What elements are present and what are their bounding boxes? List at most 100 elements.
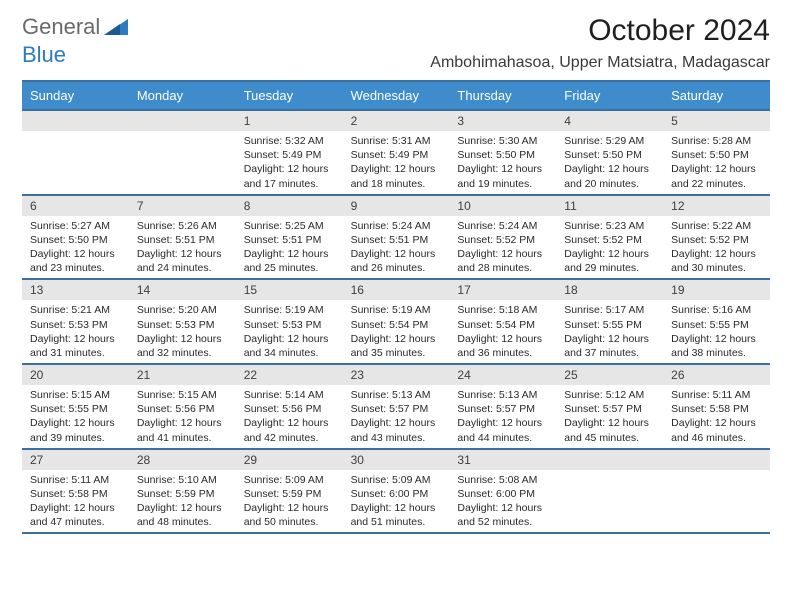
dayname: Friday <box>556 82 663 109</box>
day-number: 22 <box>236 365 343 385</box>
day-number: 2 <box>343 111 450 131</box>
day-number: 14 <box>129 280 236 300</box>
calendar-cell: 11Sunrise: 5:23 AMSunset: 5:52 PMDayligh… <box>556 196 663 279</box>
daylight-line: Daylight: 12 hours and 38 minutes. <box>671 332 762 360</box>
calendar-cell: 10Sunrise: 5:24 AMSunset: 5:52 PMDayligh… <box>449 196 556 279</box>
page-header: General October 2024 Ambohimahasoa, Uppe… <box>22 14 770 72</box>
calendar-cell <box>22 111 129 194</box>
daylight-line: Daylight: 12 hours and 19 minutes. <box>457 162 548 190</box>
daylight-line: Daylight: 12 hours and 31 minutes. <box>30 332 121 360</box>
sunrise-line: Sunrise: 5:18 AM <box>457 303 548 317</box>
daylight-line: Daylight: 12 hours and 30 minutes. <box>671 247 762 275</box>
calendar-cell: 30Sunrise: 5:09 AMSunset: 6:00 PMDayligh… <box>343 450 450 533</box>
daylight-line: Daylight: 12 hours and 44 minutes. <box>457 416 548 444</box>
day-details: Sunrise: 5:15 AMSunset: 5:56 PMDaylight:… <box>129 385 236 448</box>
dayname: Saturday <box>663 82 770 109</box>
day-number: 29 <box>236 450 343 470</box>
calendar-cell: 31Sunrise: 5:08 AMSunset: 6:00 PMDayligh… <box>449 450 556 533</box>
day-details: Sunrise: 5:20 AMSunset: 5:53 PMDaylight:… <box>129 300 236 363</box>
day-details: Sunrise: 5:24 AMSunset: 5:52 PMDaylight:… <box>449 216 556 279</box>
day-details: Sunrise: 5:21 AMSunset: 5:53 PMDaylight:… <box>22 300 129 363</box>
sunrise-line: Sunrise: 5:09 AM <box>244 473 335 487</box>
day-number <box>556 450 663 470</box>
calendar-cell: 7Sunrise: 5:26 AMSunset: 5:51 PMDaylight… <box>129 196 236 279</box>
calendar-cell: 13Sunrise: 5:21 AMSunset: 5:53 PMDayligh… <box>22 280 129 363</box>
calendar-cell: 4Sunrise: 5:29 AMSunset: 5:50 PMDaylight… <box>556 111 663 194</box>
calendar-cell: 21Sunrise: 5:15 AMSunset: 5:56 PMDayligh… <box>129 365 236 448</box>
calendar-cell <box>663 450 770 533</box>
sunrise-line: Sunrise: 5:13 AM <box>351 388 442 402</box>
sunrise-line: Sunrise: 5:19 AM <box>351 303 442 317</box>
day-number: 4 <box>556 111 663 131</box>
sunrise-line: Sunrise: 5:26 AM <box>137 219 228 233</box>
calendar-cell: 8Sunrise: 5:25 AMSunset: 5:51 PMDaylight… <box>236 196 343 279</box>
page-subtitle: Ambohimahasoa, Upper Matsiatra, Madagasc… <box>430 54 770 72</box>
sunset-line: Sunset: 5:55 PM <box>671 318 762 332</box>
day-details: Sunrise: 5:27 AMSunset: 5:50 PMDaylight:… <box>22 216 129 279</box>
daylight-line: Daylight: 12 hours and 51 minutes. <box>351 501 442 529</box>
daylight-line: Daylight: 12 hours and 25 minutes. <box>244 247 335 275</box>
day-details: Sunrise: 5:17 AMSunset: 5:55 PMDaylight:… <box>556 300 663 363</box>
day-details: Sunrise: 5:25 AMSunset: 5:51 PMDaylight:… <box>236 216 343 279</box>
sunrise-line: Sunrise: 5:15 AM <box>137 388 228 402</box>
calendar-cell: 3Sunrise: 5:30 AMSunset: 5:50 PMDaylight… <box>449 111 556 194</box>
calendar-cell: 17Sunrise: 5:18 AMSunset: 5:54 PMDayligh… <box>449 280 556 363</box>
sunset-line: Sunset: 5:49 PM <box>351 148 442 162</box>
day-number: 21 <box>129 365 236 385</box>
day-number: 28 <box>129 450 236 470</box>
sunrise-line: Sunrise: 5:19 AM <box>244 303 335 317</box>
calendar-cell <box>556 450 663 533</box>
daylight-line: Daylight: 12 hours and 50 minutes. <box>244 501 335 529</box>
day-number: 18 <box>556 280 663 300</box>
calendar-cell: 22Sunrise: 5:14 AMSunset: 5:56 PMDayligh… <box>236 365 343 448</box>
sunset-line: Sunset: 5:50 PM <box>30 233 121 247</box>
day-number <box>129 111 236 131</box>
sunrise-line: Sunrise: 5:25 AM <box>244 219 335 233</box>
day-number: 17 <box>449 280 556 300</box>
daylight-line: Daylight: 12 hours and 28 minutes. <box>457 247 548 275</box>
sunset-line: Sunset: 5:55 PM <box>30 402 121 416</box>
sunrise-line: Sunrise: 5:20 AM <box>137 303 228 317</box>
day-details: Sunrise: 5:09 AMSunset: 6:00 PMDaylight:… <box>343 470 450 533</box>
day-number: 31 <box>449 450 556 470</box>
sunset-line: Sunset: 5:51 PM <box>351 233 442 247</box>
day-number: 15 <box>236 280 343 300</box>
daylight-line: Daylight: 12 hours and 32 minutes. <box>137 332 228 360</box>
calendar-cell: 1Sunrise: 5:32 AMSunset: 5:49 PMDaylight… <box>236 111 343 194</box>
daylight-line: Daylight: 12 hours and 48 minutes. <box>137 501 228 529</box>
sunset-line: Sunset: 5:56 PM <box>244 402 335 416</box>
dayname: Sunday <box>22 82 129 109</box>
calendar-cell: 15Sunrise: 5:19 AMSunset: 5:53 PMDayligh… <box>236 280 343 363</box>
calendar-cell: 12Sunrise: 5:22 AMSunset: 5:52 PMDayligh… <box>663 196 770 279</box>
sunrise-line: Sunrise: 5:10 AM <box>137 473 228 487</box>
day-number: 27 <box>22 450 129 470</box>
day-number: 6 <box>22 196 129 216</box>
sunset-line: Sunset: 5:57 PM <box>351 402 442 416</box>
day-number: 10 <box>449 196 556 216</box>
day-number: 26 <box>663 365 770 385</box>
sunset-line: Sunset: 5:52 PM <box>564 233 655 247</box>
sunset-line: Sunset: 5:53 PM <box>30 318 121 332</box>
daylight-line: Daylight: 12 hours and 20 minutes. <box>564 162 655 190</box>
logo-triangle-icon <box>104 19 128 35</box>
sunset-line: Sunset: 6:00 PM <box>351 487 442 501</box>
sunrise-line: Sunrise: 5:15 AM <box>30 388 121 402</box>
sunrise-line: Sunrise: 5:27 AM <box>30 219 121 233</box>
dayname: Tuesday <box>236 82 343 109</box>
daylight-line: Daylight: 12 hours and 45 minutes. <box>564 416 655 444</box>
day-details: Sunrise: 5:11 AMSunset: 5:58 PMDaylight:… <box>22 470 129 533</box>
daylight-line: Daylight: 12 hours and 23 minutes. <box>30 247 121 275</box>
daylight-line: Daylight: 12 hours and 26 minutes. <box>351 247 442 275</box>
day-number: 13 <box>22 280 129 300</box>
daylight-line: Daylight: 12 hours and 52 minutes. <box>457 501 548 529</box>
daylight-line: Daylight: 12 hours and 36 minutes. <box>457 332 548 360</box>
day-details: Sunrise: 5:22 AMSunset: 5:52 PMDaylight:… <box>663 216 770 279</box>
calendar-page: General October 2024 Ambohimahasoa, Uppe… <box>0 0 792 612</box>
calendar-cell: 14Sunrise: 5:20 AMSunset: 5:53 PMDayligh… <box>129 280 236 363</box>
day-number: 5 <box>663 111 770 131</box>
sunset-line: Sunset: 5:57 PM <box>457 402 548 416</box>
day-details: Sunrise: 5:30 AMSunset: 5:50 PMDaylight:… <box>449 131 556 194</box>
sunset-line: Sunset: 5:53 PM <box>137 318 228 332</box>
day-number: 19 <box>663 280 770 300</box>
day-details: Sunrise: 5:11 AMSunset: 5:58 PMDaylight:… <box>663 385 770 448</box>
